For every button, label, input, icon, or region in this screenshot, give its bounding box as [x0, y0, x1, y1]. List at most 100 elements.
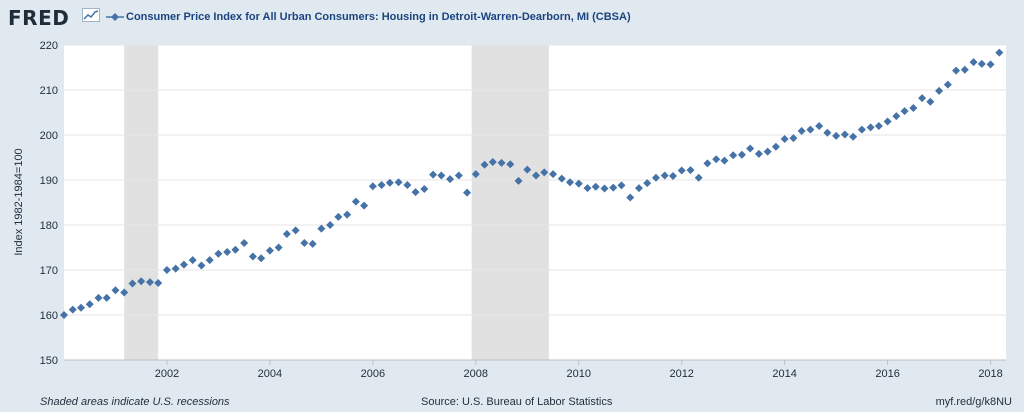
data-point[interactable]: [780, 135, 789, 144]
data-point[interactable]: [368, 182, 377, 191]
data-point[interactable]: [677, 166, 686, 175]
data-point[interactable]: [737, 150, 746, 159]
data-point[interactable]: [68, 305, 77, 314]
data-point[interactable]: [660, 171, 669, 180]
data-point[interactable]: [300, 239, 309, 247]
data-point[interactable]: [282, 230, 291, 238]
data-point[interactable]: [317, 224, 326, 233]
data-point[interactable]: [935, 86, 944, 95]
data-point[interactable]: [943, 80, 952, 89]
data-point[interactable]: [540, 168, 549, 177]
data-point[interactable]: [857, 125, 866, 134]
data-point[interactable]: [883, 117, 892, 126]
data-point[interactable]: [583, 184, 592, 193]
data-point[interactable]: [806, 125, 815, 134]
data-point[interactable]: [162, 266, 171, 274]
data-point[interactable]: [840, 130, 849, 139]
data-point[interactable]: [179, 260, 188, 269]
data-point[interactable]: [634, 184, 643, 193]
data-point[interactable]: [274, 243, 283, 252]
data-point[interactable]: [85, 300, 94, 309]
data-point[interactable]: [600, 184, 609, 193]
data-point[interactable]: [591, 182, 600, 191]
data-point[interactable]: [471, 170, 480, 179]
data-point[interactable]: [120, 288, 129, 297]
data-point[interactable]: [188, 256, 197, 265]
data-point[interactable]: [686, 166, 695, 175]
data-point[interactable]: [497, 158, 506, 167]
data-point[interactable]: [291, 226, 300, 235]
data-point[interactable]: [403, 180, 412, 189]
data-point[interactable]: [463, 188, 472, 197]
short-link[interactable]: myf.red/g/k8NU: [935, 396, 1012, 408]
data-point[interactable]: [995, 48, 1004, 57]
data-point[interactable]: [797, 126, 806, 135]
data-point[interactable]: [480, 160, 489, 169]
data-point[interactable]: [214, 249, 223, 258]
data-point[interactable]: [60, 311, 68, 319]
data-point[interactable]: [763, 147, 772, 156]
data-point[interactable]: [557, 174, 566, 183]
data-point[interactable]: [566, 178, 575, 187]
data-point[interactable]: [694, 173, 703, 182]
data-point[interactable]: [549, 170, 558, 179]
data-point[interactable]: [197, 261, 206, 270]
data-point[interactable]: [712, 155, 721, 164]
data-point[interactable]: [506, 160, 515, 169]
data-point[interactable]: [617, 181, 626, 190]
data-point[interactable]: [523, 165, 532, 174]
data-point[interactable]: [815, 122, 824, 130]
data-point[interactable]: [248, 252, 257, 261]
data-point[interactable]: [394, 178, 403, 187]
data-point[interactable]: [334, 212, 343, 221]
data-point[interactable]: [746, 144, 755, 153]
data-point[interactable]: [977, 59, 986, 68]
data-point[interactable]: [111, 286, 120, 295]
data-point[interactable]: [532, 171, 541, 180]
data-point[interactable]: [223, 248, 232, 256]
data-point[interactable]: [240, 239, 249, 247]
data-point[interactable]: [308, 239, 317, 248]
data-point[interactable]: [952, 66, 961, 75]
data-point[interactable]: [986, 60, 995, 69]
fred-logo[interactable]: FRED: [8, 6, 70, 30]
data-point[interactable]: [754, 149, 763, 158]
data-point[interactable]: [205, 256, 214, 265]
data-point[interactable]: [385, 178, 394, 187]
data-point[interactable]: [626, 193, 635, 202]
data-point[interactable]: [102, 293, 111, 302]
data-point[interactable]: [514, 176, 523, 185]
data-point[interactable]: [668, 171, 677, 180]
data-point[interactable]: [326, 221, 335, 229]
data-point[interactable]: [265, 246, 274, 255]
data-point[interactable]: [446, 175, 455, 184]
data-point[interactable]: [137, 277, 146, 286]
data-point[interactable]: [411, 188, 420, 197]
data-point[interactable]: [488, 158, 497, 166]
data-point[interactable]: [171, 264, 180, 273]
data-point[interactable]: [231, 245, 240, 254]
data-point[interactable]: [789, 134, 798, 143]
data-point[interactable]: [76, 303, 85, 312]
data-point[interactable]: [926, 97, 935, 106]
data-point[interactable]: [429, 170, 438, 179]
data-point[interactable]: [651, 173, 660, 182]
data-point[interactable]: [900, 107, 909, 116]
data-point[interactable]: [574, 179, 583, 188]
data-point[interactable]: [969, 58, 978, 67]
data-point[interactable]: [145, 278, 154, 287]
data-point[interactable]: [609, 183, 618, 192]
data-point[interactable]: [154, 279, 163, 288]
data-point[interactable]: [643, 179, 652, 188]
data-point[interactable]: [960, 65, 969, 74]
data-point[interactable]: [437, 171, 446, 180]
data-point[interactable]: [360, 201, 369, 210]
data-point[interactable]: [351, 197, 360, 206]
data-point[interactable]: [918, 94, 927, 103]
data-point[interactable]: [849, 132, 858, 141]
data-point[interactable]: [454, 171, 463, 180]
data-point[interactable]: [377, 180, 386, 189]
data-point[interactable]: [729, 151, 738, 160]
data-point[interactable]: [874, 122, 883, 130]
data-point[interactable]: [892, 112, 901, 121]
